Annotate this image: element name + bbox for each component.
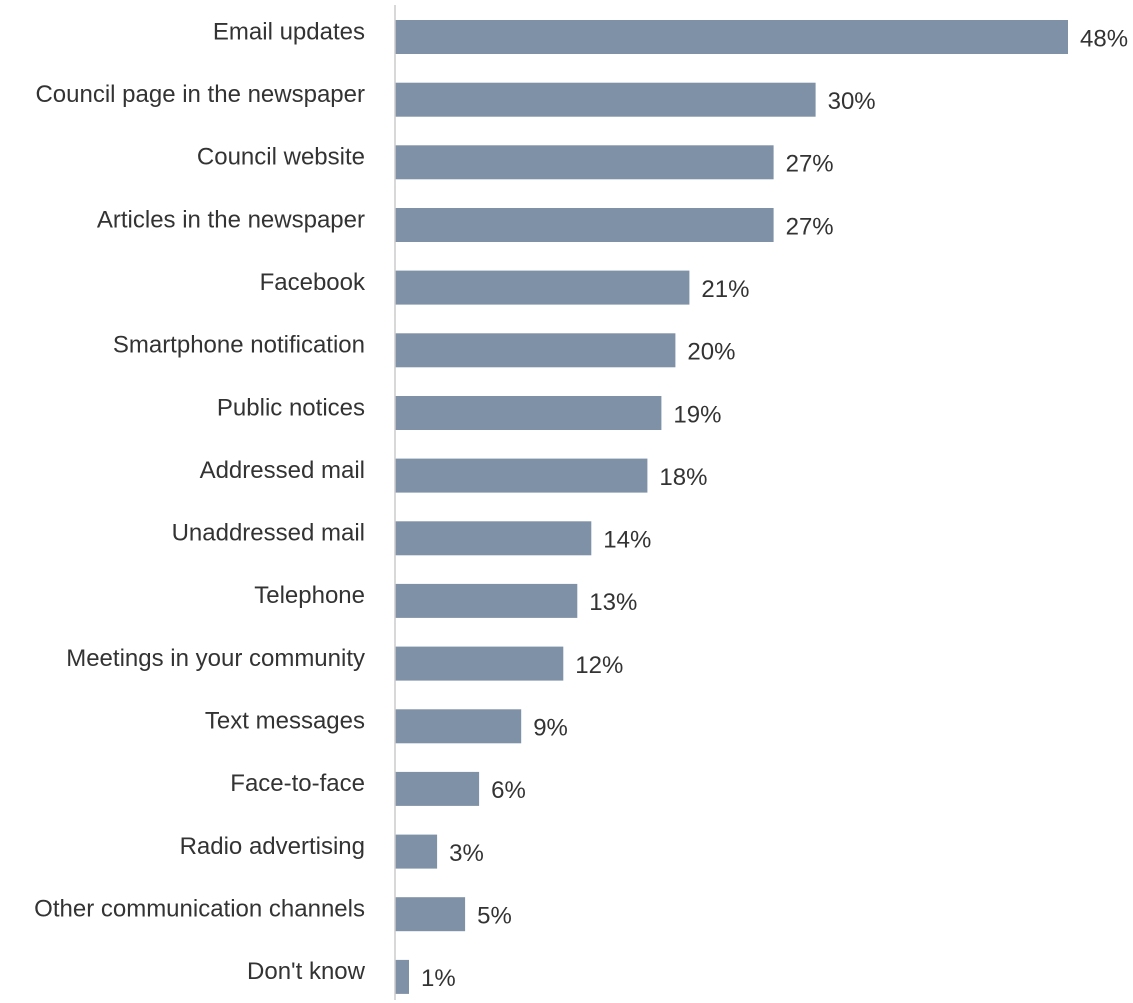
value-label: 48% bbox=[1080, 25, 1128, 52]
value-label: 27% bbox=[786, 151, 834, 178]
bars-group bbox=[395, 20, 1068, 994]
bar bbox=[395, 333, 676, 368]
bar bbox=[395, 145, 774, 180]
value-label: 13% bbox=[589, 589, 637, 616]
category-label: Smartphone notification bbox=[113, 332, 365, 359]
category-label: Addressed mail bbox=[200, 457, 365, 484]
category-label: Face-to-face bbox=[230, 770, 365, 797]
category-label: Telephone bbox=[254, 582, 365, 609]
bar bbox=[395, 771, 480, 806]
bar bbox=[395, 20, 1068, 54]
category-labels-group: Email updates Council page in the newspap… bbox=[34, 18, 366, 985]
bar bbox=[395, 208, 774, 242]
category-label: Council page in the newspaper bbox=[35, 81, 365, 108]
value-label: 30% bbox=[828, 88, 876, 115]
bar bbox=[395, 834, 438, 869]
value-label: 1% bbox=[421, 965, 456, 992]
category-label: Radio advertising bbox=[180, 833, 365, 860]
value-label: 14% bbox=[603, 527, 651, 554]
bar bbox=[395, 270, 690, 305]
bar bbox=[395, 709, 522, 744]
category-label: Unaddressed mail bbox=[172, 520, 365, 547]
category-label: Public notices bbox=[217, 394, 365, 421]
value-labels-group: 48% 30% 27% 27% 21% 20% 19% 18% 14% 13% 12% 9% 6% 3% 5… bbox=[421, 25, 1128, 992]
bar bbox=[395, 897, 466, 932]
category-label: Text messages bbox=[205, 708, 365, 735]
bar bbox=[395, 646, 564, 681]
bar bbox=[395, 82, 816, 117]
category-label: Don't know bbox=[247, 958, 366, 985]
category-label: Meetings in your community bbox=[66, 645, 365, 672]
value-label: 6% bbox=[491, 777, 526, 804]
value-label: 20% bbox=[687, 339, 735, 366]
bar bbox=[395, 396, 662, 430]
value-label: 19% bbox=[673, 401, 721, 428]
bar bbox=[395, 959, 409, 994]
category-label: Council website bbox=[197, 144, 365, 171]
value-label: 12% bbox=[575, 652, 623, 679]
category-label: Facebook bbox=[260, 269, 366, 296]
value-label: 27% bbox=[786, 213, 834, 240]
category-label: Other communication channels bbox=[34, 896, 365, 923]
category-label: Email updates bbox=[213, 18, 365, 45]
value-label: 3% bbox=[449, 840, 484, 867]
bar bbox=[395, 521, 592, 556]
value-label: 5% bbox=[477, 903, 512, 930]
category-label: Articles in the newspaper bbox=[97, 206, 365, 233]
bar bbox=[395, 458, 648, 493]
value-label: 21% bbox=[701, 276, 749, 303]
bar bbox=[395, 583, 578, 618]
value-label: 9% bbox=[533, 715, 568, 742]
value-label: 18% bbox=[659, 464, 707, 491]
